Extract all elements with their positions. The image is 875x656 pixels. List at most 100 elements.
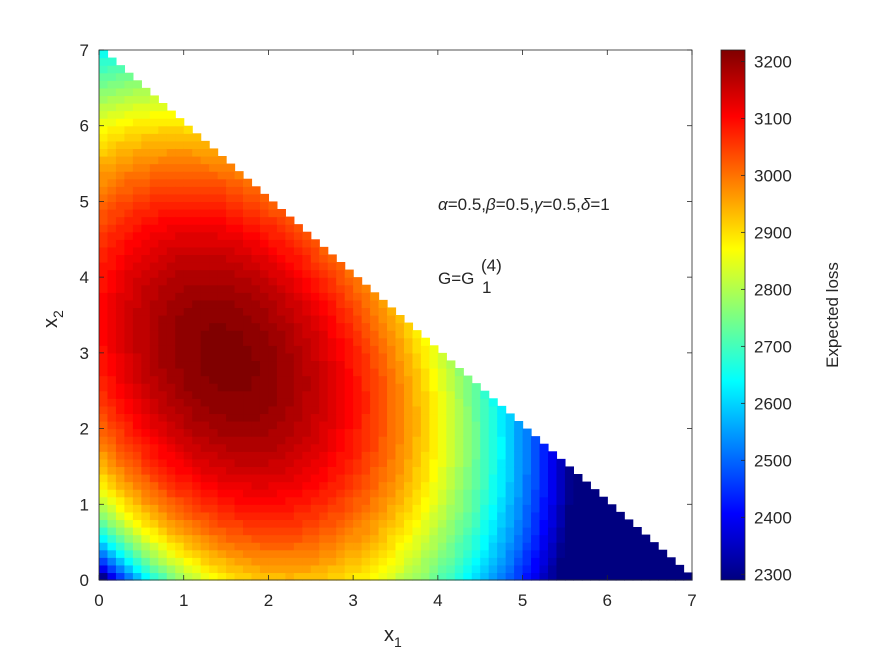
heatmap-cell — [251, 375, 261, 384]
heatmap-cell — [234, 231, 244, 240]
heatmap-cell — [387, 519, 397, 528]
heatmap-cell — [319, 481, 329, 490]
heatmap-cell — [115, 481, 126, 490]
heatmap-cell — [107, 534, 117, 543]
heatmap-cell — [505, 504, 515, 513]
heatmap-cell — [514, 534, 524, 543]
heatmap-cell — [200, 224, 210, 233]
heatmap-cell — [158, 428, 168, 437]
heatmap-cell — [420, 496, 430, 505]
heatmap-cell — [107, 72, 117, 81]
heatmap-cell — [192, 572, 202, 581]
heatmap-cell — [200, 496, 210, 505]
heatmap-cell — [166, 572, 176, 581]
heatmap-cell — [166, 511, 176, 521]
colorbar-tick-label: 2900 — [754, 223, 792, 242]
heatmap-cell — [251, 330, 261, 339]
heatmap-cell — [395, 421, 405, 430]
heatmap-cell — [243, 557, 253, 566]
heatmap-cell — [310, 474, 320, 483]
heatmap-cell — [310, 315, 320, 324]
heatmap-cell — [200, 201, 210, 210]
heatmap-cell — [226, 345, 236, 354]
heatmap-cell — [209, 542, 219, 551]
heatmap-cell — [183, 133, 193, 142]
heatmap-cell — [175, 209, 185, 218]
heatmap-cell — [200, 269, 210, 278]
heatmap-cell — [336, 428, 346, 437]
heatmap-cell — [319, 549, 329, 558]
heatmap-cell — [115, 443, 126, 452]
heatmap-cell — [344, 534, 354, 543]
heatmap-cell — [497, 519, 507, 528]
heatmap-cell — [319, 360, 329, 369]
heatmap-cell — [132, 360, 142, 369]
heatmap-cell — [192, 496, 202, 505]
heatmap-cell — [183, 489, 193, 498]
heatmap-cell — [99, 209, 109, 218]
heatmap-cell — [226, 171, 236, 180]
heatmap-cell — [268, 458, 278, 468]
heatmap-cell — [420, 421, 430, 430]
heatmap-cell — [539, 557, 549, 566]
heatmap-cell — [268, 360, 278, 369]
heatmap-cell — [107, 542, 117, 551]
heatmap-cell — [259, 315, 270, 324]
heatmap-cell — [429, 489, 439, 498]
heatmap-cell — [336, 390, 346, 399]
heatmap-cell — [243, 549, 253, 558]
heatmap-cell — [539, 542, 549, 551]
heatmap-cell — [429, 352, 439, 362]
heatmap-cell — [175, 307, 185, 316]
heatmap-cell — [319, 557, 329, 566]
heatmap-cell — [192, 201, 202, 210]
heatmap-cell — [395, 436, 405, 445]
heatmap-cell — [192, 405, 202, 415]
parameter-annotation: α=0.5,β=0.5,γ=0.5,δ=1 — [438, 195, 610, 214]
heatmap-cell — [319, 572, 329, 581]
heatmap-cell — [158, 504, 168, 513]
heatmap-cell — [310, 299, 320, 309]
heatmap-cell — [564, 481, 574, 490]
heatmap-cell — [251, 557, 261, 566]
heatmap-cell — [259, 368, 270, 377]
heatmap-cell — [132, 125, 142, 134]
heatmap-cell — [361, 458, 371, 468]
heatmap-cell — [209, 360, 219, 369]
heatmap-cell — [403, 519, 414, 528]
heatmap-cell — [395, 405, 405, 415]
heatmap-cell — [539, 534, 549, 543]
heatmap-cell — [598, 496, 608, 505]
heatmap-cell — [217, 451, 227, 460]
heatmap-cell — [183, 345, 193, 354]
heatmap-cell — [107, 390, 117, 399]
heatmap-cell — [641, 572, 651, 581]
heatmap-cell — [310, 564, 320, 574]
heatmap-cell — [183, 193, 193, 203]
heatmap-cell — [183, 572, 193, 581]
heatmap-cell — [166, 269, 176, 278]
heatmap-cell — [429, 511, 439, 521]
heatmap-cell — [480, 413, 490, 422]
heatmap-cell — [395, 572, 405, 581]
heatmap-cell — [310, 284, 320, 293]
heatmap-cell — [166, 307, 176, 316]
heatmap-cell — [395, 337, 405, 346]
heatmap-cell — [319, 390, 329, 399]
x-tick-label: 5 — [518, 591, 527, 610]
heatmap-cell — [132, 103, 142, 112]
heatmap-cell — [522, 496, 532, 505]
heatmap-cell — [141, 542, 151, 551]
heatmap-cell — [497, 481, 507, 490]
heatmap-cell — [547, 496, 558, 505]
heatmap-cell — [259, 337, 270, 346]
heatmap-cell — [115, 148, 126, 157]
heatmap-cell — [276, 428, 286, 437]
heatmap-cell — [361, 527, 371, 536]
heatmap-cell — [539, 564, 549, 574]
heatmap-cell — [327, 481, 337, 490]
heatmap-cell — [412, 451, 422, 460]
heatmap-cell — [387, 315, 397, 324]
heatmap-cell — [378, 436, 388, 445]
heatmap-cell — [319, 322, 329, 331]
